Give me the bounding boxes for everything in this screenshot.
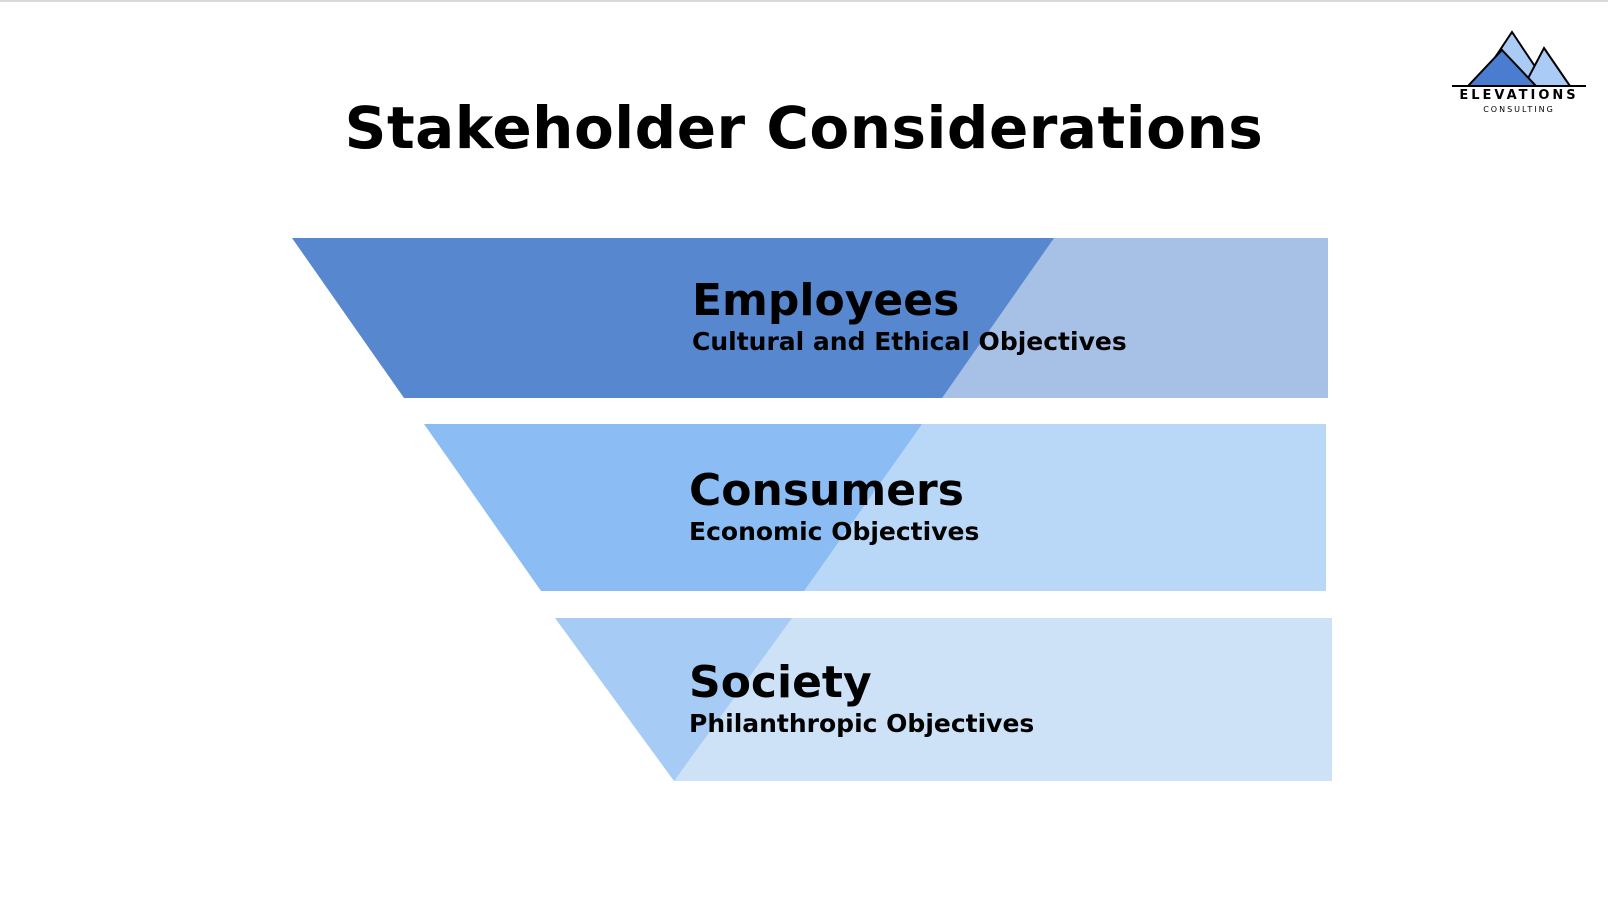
- tier-society-description: Philanthropic Objectives: [689, 709, 1035, 738]
- tier-employees-text: Employees Cultural and Ethical Objective…: [692, 276, 1127, 358]
- tier-consumers: [424, 424, 1326, 591]
- company-logo: ELEVATIONS CONSULTING: [1452, 28, 1586, 118]
- tier-employees: [292, 238, 1328, 398]
- tier-consumers-description: Economic Objectives: [689, 517, 980, 546]
- tier-society: [555, 618, 1332, 781]
- tier-employees-heading: Employees: [692, 275, 960, 326]
- tier-consumers-heading: Consumers: [689, 465, 964, 516]
- tier-employees-wedge: [292, 238, 1054, 398]
- logo-subtitle: CONSULTING: [1483, 105, 1555, 114]
- mountain-icon: [1452, 30, 1586, 87]
- tier-consumers-text: Consumers Economic Objectives: [689, 466, 979, 548]
- tier-society-heading: Society: [689, 657, 872, 708]
- tier-employees-description: Cultural and Ethical Objectives: [692, 327, 1127, 356]
- logo-brand-name: ELEVATIONS: [1459, 88, 1579, 103]
- tier-society-band: [674, 618, 1332, 781]
- tier-consumers-wedge: [424, 424, 922, 591]
- tier-society-wedge: [555, 618, 792, 781]
- tier-society-text: Society Philanthropic Objectives: [689, 658, 1034, 740]
- page-title: Stakeholder Considerations: [344, 94, 1264, 162]
